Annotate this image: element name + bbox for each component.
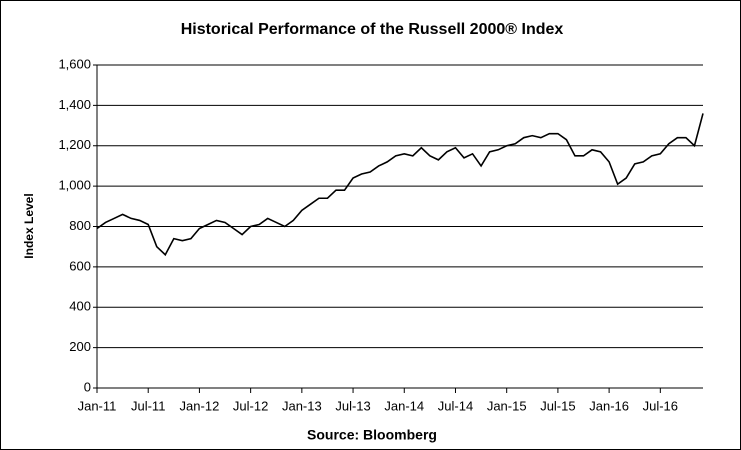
x-tick-label: Jul-15 — [540, 398, 575, 413]
x-tick-label: Jan-15 — [487, 398, 527, 413]
x-tick-label: Jul-14 — [438, 398, 473, 413]
y-tick-label: 600 — [69, 258, 91, 273]
x-tick-label: Jul-16 — [643, 398, 678, 413]
series-line — [96, 113, 704, 257]
x-tick-label: Jan-14 — [384, 398, 424, 413]
y-tick-label: 0 — [84, 379, 91, 394]
x-tick-label: Jan-13 — [282, 398, 322, 413]
y-tick-label: 1,000 — [58, 178, 91, 193]
y-axis-label: Index Level — [22, 193, 36, 258]
y-tick-label: 400 — [69, 299, 91, 314]
x-tick-label: Jul-12 — [233, 398, 268, 413]
chart-title: Historical Performance of the Russell 20… — [181, 21, 564, 38]
x-tick-label: Jul-13 — [335, 398, 370, 413]
x-tick-label: Jan-16 — [589, 398, 629, 413]
y-tick-label: 1,400 — [58, 97, 91, 112]
x-axis-label: Source: Bloomberg — [307, 427, 437, 443]
y-tick-label: 1,200 — [58, 137, 91, 152]
y-tick-label: 1,600 — [58, 56, 91, 71]
y-tick-label: 800 — [69, 218, 91, 233]
y-tick-label: 200 — [69, 339, 91, 354]
x-tick-label: Jan-11 — [78, 398, 117, 413]
x-tick-label: Jan-12 — [180, 398, 220, 413]
x-tick-label: Jul-11 — [131, 398, 165, 413]
